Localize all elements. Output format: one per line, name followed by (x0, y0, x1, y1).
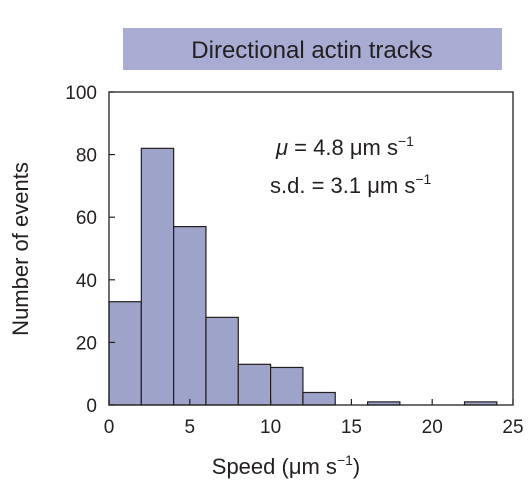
x-axis-label-close: ) (353, 454, 360, 479)
sd-annotation: s.d. = 3.1 μm s−1 (270, 171, 432, 198)
y-axis-label: Number of events (8, 162, 33, 336)
sd-superscript: −1 (415, 171, 431, 187)
histogram-bar (270, 366, 304, 406)
mean-symbol: μ (275, 135, 288, 160)
x-tick-label: 15 (341, 417, 362, 438)
histogram-bar (302, 391, 336, 406)
x-tick-label: 25 (502, 417, 523, 438)
y-tick-label: 0 (86, 396, 97, 417)
y-tick-label: 80 (76, 146, 97, 167)
histogram-bar (237, 363, 272, 406)
x-axis-label-superscript: −1 (337, 452, 353, 468)
y-tick-label: 20 (76, 333, 97, 354)
x-tick-label: 10 (260, 417, 281, 438)
mean-superscript: −1 (398, 133, 414, 149)
mean-annotation: μ = 4.8 μm s−1 (275, 133, 414, 160)
axes-group (108, 91, 514, 406)
histogram-bar (173, 225, 207, 406)
x-tick-label: 0 (104, 417, 115, 438)
ticks-group: 0 5 10 15 20 25 0 20 40 60 80 100 (65, 83, 523, 438)
x-tick-label: 20 (422, 417, 443, 438)
mean-text: = 4.8 μm s (288, 135, 398, 160)
x-tick-label: 5 (185, 417, 196, 438)
sd-text: s.d. = 3.1 μm s (270, 173, 415, 198)
x-axis-label: Speed (μm s−1) (212, 452, 360, 479)
y-tick-label: 100 (65, 83, 97, 104)
plot-frame (108, 91, 514, 406)
y-tick-label: 40 (76, 271, 97, 292)
histogram-bar (108, 301, 142, 406)
chart-title: Directional actin tracks (191, 37, 432, 64)
histogram-bar (205, 316, 239, 406)
bars-group (108, 147, 498, 406)
y-tick-label: 60 (76, 208, 97, 229)
title-band (123, 28, 502, 70)
histogram-bar (140, 147, 175, 406)
x-axis-label-main: Speed (μm s (212, 454, 337, 479)
